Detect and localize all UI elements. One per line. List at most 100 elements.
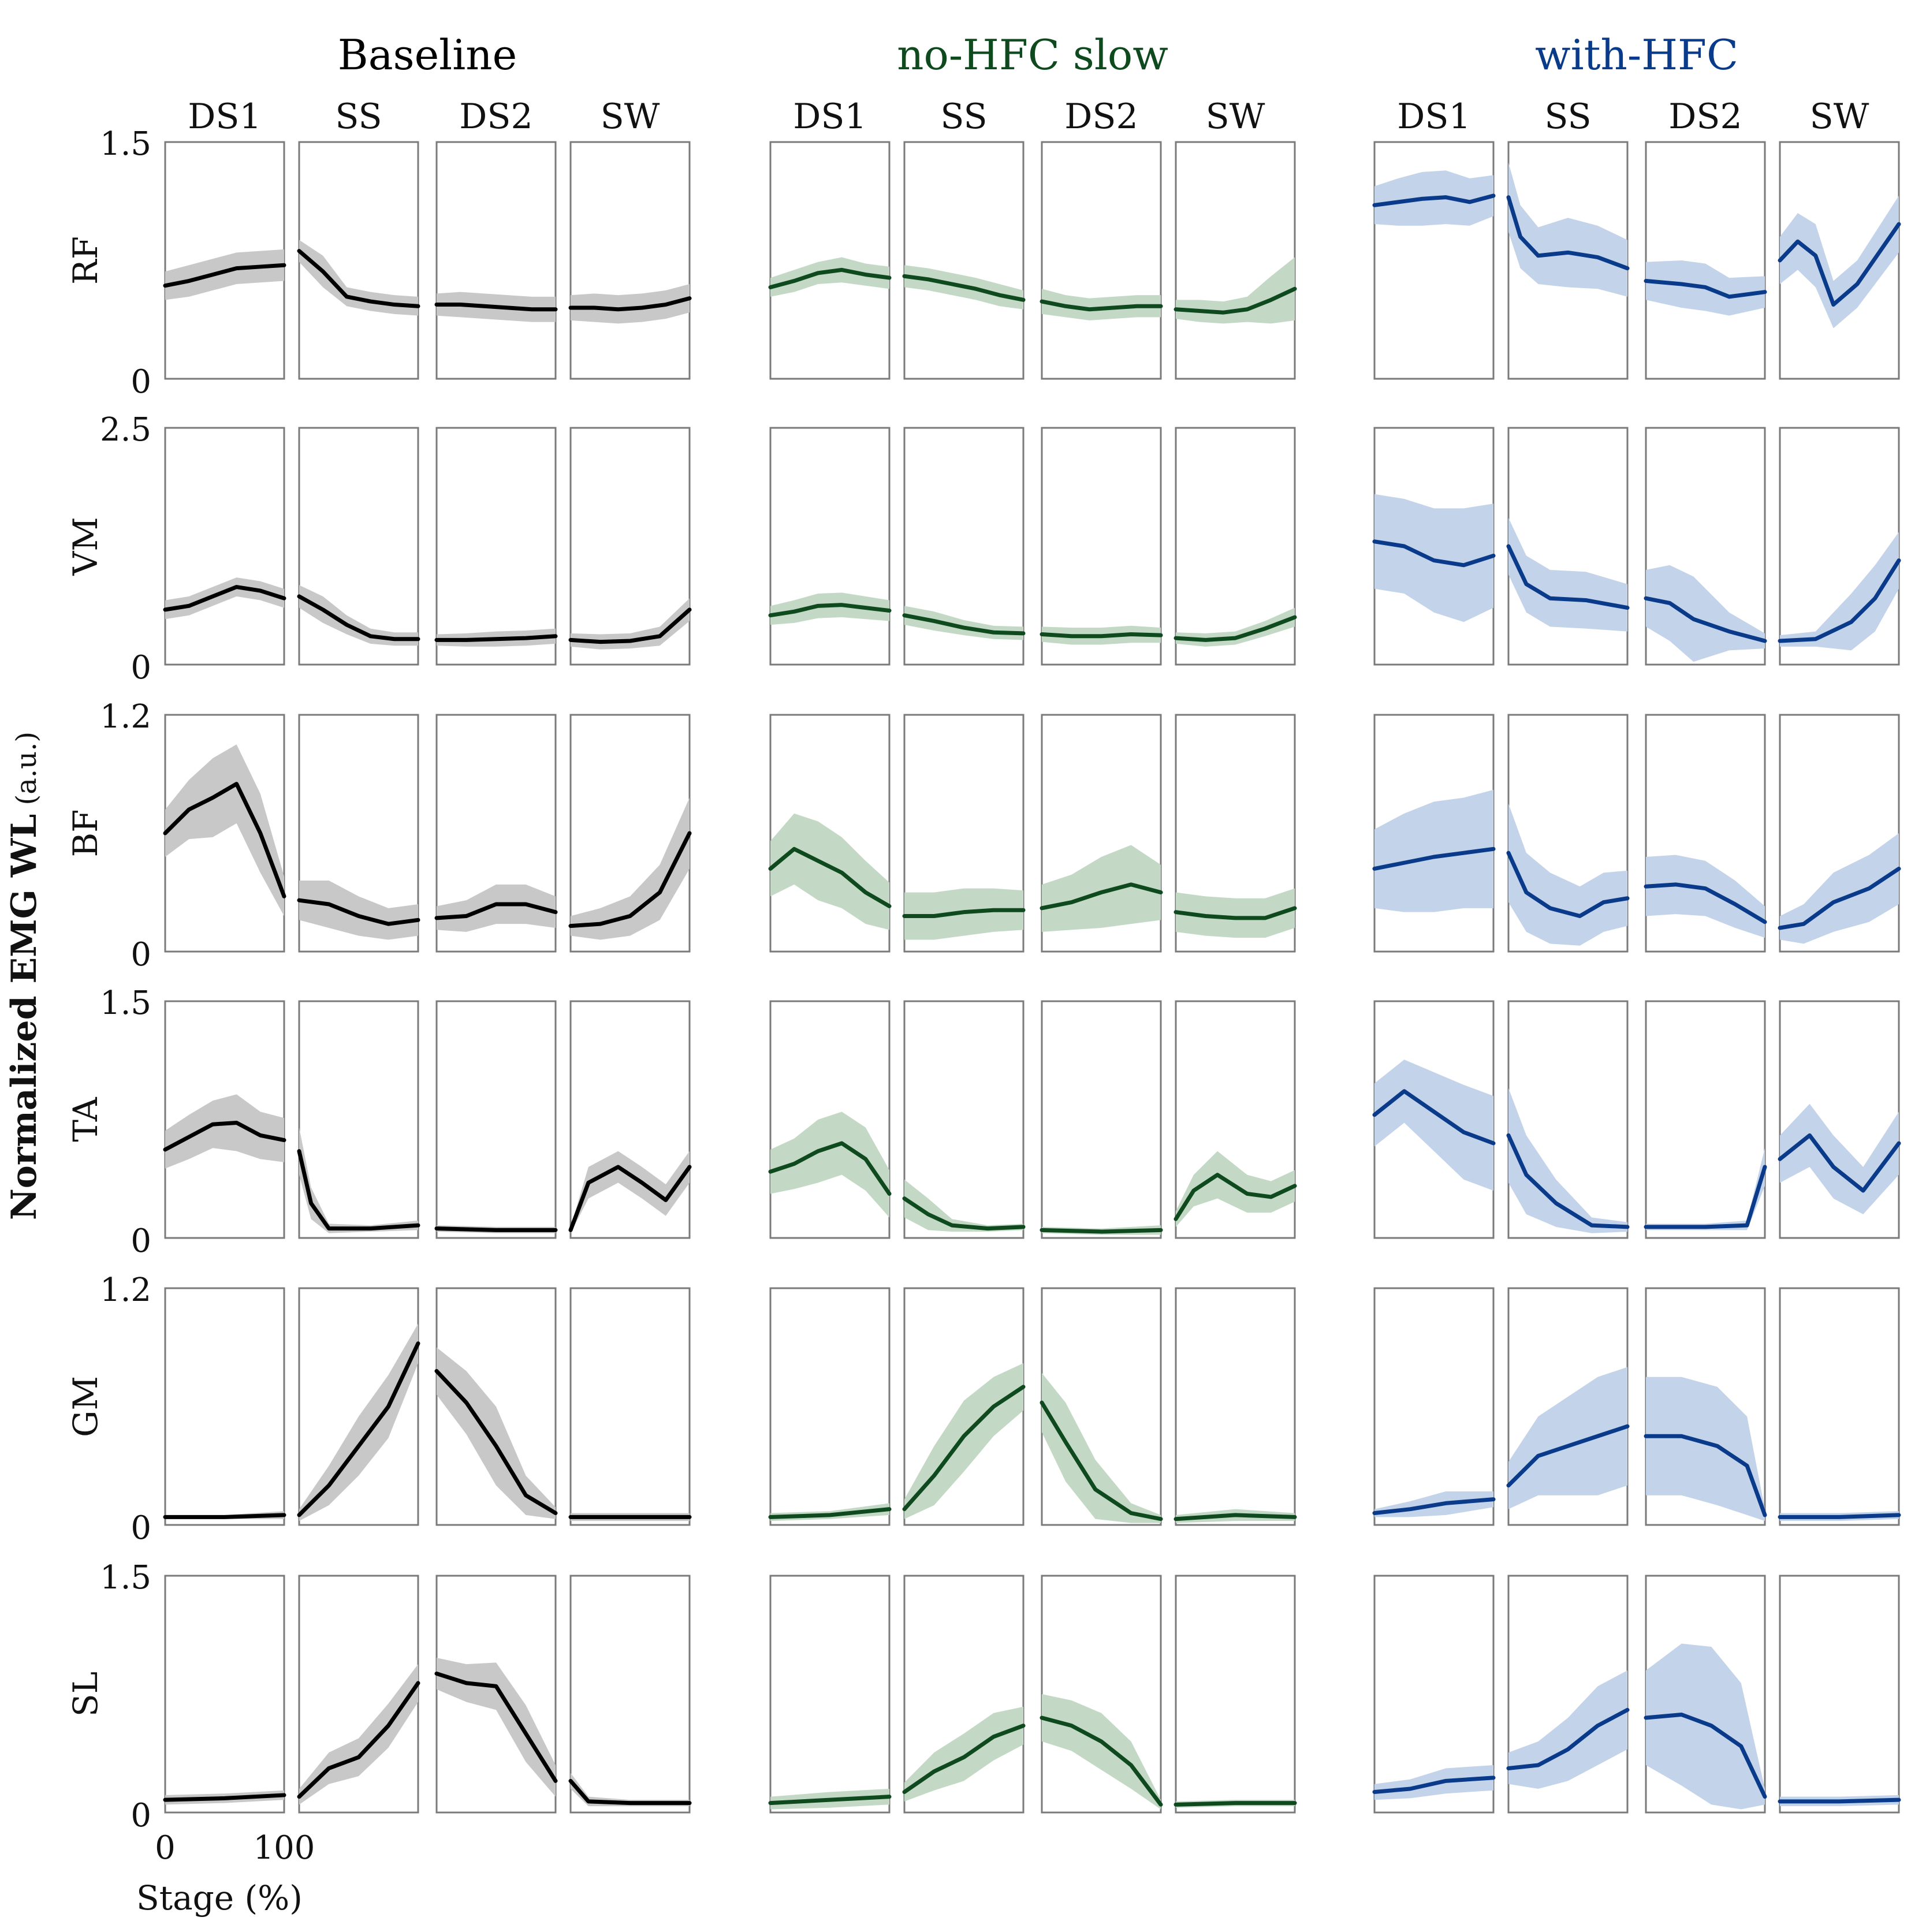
panel-VM-baseline-ds1 [163, 427, 286, 666]
stage-label: DS2 [1668, 96, 1742, 137]
variability-band [165, 249, 284, 300]
panel-frame [1175, 1287, 1296, 1526]
mean-line [1644, 882, 1767, 924]
panel-SL-no-hfc-slow-sw [1174, 1575, 1297, 1814]
panel-SL-with-hfc-sw [1778, 1575, 1901, 1814]
panel-GM-no-hfc-slow-sw [1174, 1287, 1297, 1526]
panel-TA-no-hfc-slow-ds2 [1040, 1000, 1163, 1239]
panel-frame [164, 1287, 285, 1526]
variability-band [1374, 789, 1493, 912]
stage-label: DS1 [793, 96, 866, 137]
panel-SL-with-hfc-ds1 [1372, 1575, 1496, 1814]
muscle-label: TA [66, 1096, 105, 1142]
y-tick-max: 1.5 [100, 1559, 151, 1597]
variability-band [571, 284, 690, 324]
panel-VM-with-hfc-ss [1506, 427, 1630, 666]
panel-VM-no-hfc-slow-sw [1174, 427, 1297, 666]
panel-VM-baseline-ds2 [434, 427, 558, 666]
stage-label: DS2 [459, 96, 532, 137]
mean-line [297, 1681, 420, 1799]
variability-band [904, 1363, 1023, 1519]
panel-GM-baseline-ds1 [163, 1287, 286, 1526]
mean-line [1778, 1133, 1901, 1193]
mean-line [1040, 299, 1163, 312]
mean-line [297, 594, 420, 641]
mean-line [1778, 558, 1901, 643]
panel-RF-baseline-ds2 [434, 141, 558, 380]
variability-band [770, 1112, 889, 1218]
mean-line [902, 1724, 1026, 1794]
mean-line [434, 902, 558, 920]
stage-label: SS [940, 96, 987, 137]
panel-frame [1373, 1287, 1495, 1526]
variability-band [437, 1658, 556, 1797]
panel-BF-with-hfc-ss [1506, 714, 1630, 953]
y-tick-min: 0 [131, 1509, 151, 1547]
panel-frame [298, 1000, 419, 1239]
panel-frame [1779, 1575, 1900, 1814]
muscle-label: BF [66, 810, 105, 857]
mean-line [1174, 906, 1297, 920]
panel-frame [1645, 141, 1766, 380]
panel-GM-no-hfc-slow-ds1 [768, 1287, 892, 1526]
panel-frame [569, 141, 691, 380]
stage-label: SW [1206, 96, 1265, 137]
panel-SL-baseline-ss [297, 1575, 420, 1814]
y-tick-min: 0 [131, 1222, 151, 1260]
panel-frame [1175, 1575, 1296, 1814]
panel-SL-no-hfc-slow-ds2 [1040, 1575, 1163, 1814]
condition-title: no-HFC slow [897, 31, 1168, 79]
panel-RF-with-hfc-sw [1778, 141, 1901, 380]
mean-line [768, 1795, 892, 1806]
mean-line [1174, 1173, 1297, 1221]
mean-line [568, 831, 692, 928]
mean-line [1372, 1497, 1496, 1515]
variability-band [1780, 833, 1899, 944]
panel-TA-baseline-ds2 [434, 1000, 558, 1239]
mean-line [768, 603, 892, 618]
mean-line [1778, 867, 1901, 930]
mean-line [1372, 1776, 1496, 1794]
mean-line [902, 1196, 1026, 1231]
mean-line [1040, 1228, 1163, 1234]
panel-frame [164, 427, 285, 666]
panel-RF-with-hfc-ss [1506, 141, 1630, 380]
variability-band [770, 592, 889, 625]
variability-band [1780, 1103, 1899, 1214]
panel-RF-no-hfc-slow-sw [1174, 141, 1297, 380]
stage-label: SW [1810, 96, 1869, 137]
y-tick-max: 2.5 [100, 411, 151, 449]
mean-line [1506, 1707, 1630, 1770]
variability-band [1508, 162, 1627, 297]
variability-band [437, 1347, 556, 1519]
panel-VM-baseline-sw [568, 427, 692, 666]
variability-band [299, 1323, 418, 1521]
panel-BF-no-hfc-slow-ss [902, 714, 1026, 953]
mean-line [434, 634, 558, 642]
panel-frame [435, 427, 557, 666]
mean-line [434, 1369, 558, 1515]
mean-line [163, 263, 286, 288]
mean-line [1040, 1400, 1163, 1521]
panel-GM-baseline-ds2 [434, 1287, 558, 1526]
panel-BF-with-hfc-sw [1778, 714, 1901, 953]
panel-frame [569, 1575, 691, 1814]
muscle-label: SL [66, 1672, 105, 1717]
panel-VM-no-hfc-slow-ds2 [1040, 427, 1163, 666]
stage-label: DS2 [1064, 96, 1138, 137]
panel-TA-no-hfc-slow-sw [1174, 1000, 1297, 1239]
panel-VM-baseline-ss [297, 427, 420, 666]
panel-BF-with-hfc-ds1 [1372, 714, 1496, 953]
variability-band [770, 813, 889, 930]
mean-line [1174, 615, 1297, 642]
panel-SL-baseline-sw [568, 1575, 692, 1814]
mean-line [902, 1385, 1026, 1512]
x-tick-max: 100 [254, 1829, 315, 1867]
variability-band [1176, 257, 1295, 324]
y-tick-min: 0 [131, 936, 151, 974]
mean-line [768, 846, 892, 908]
y-tick-min: 0 [131, 649, 151, 687]
panel-TA-baseline-ds1 [163, 1000, 286, 1239]
mean-line [1778, 1513, 1901, 1519]
mean-line [434, 1671, 558, 1783]
